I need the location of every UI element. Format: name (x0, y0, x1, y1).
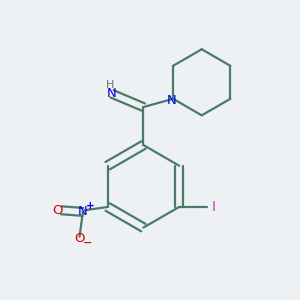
Text: +: + (86, 201, 94, 211)
Text: O: O (52, 204, 63, 217)
Text: H: H (106, 80, 115, 90)
Text: N: N (107, 87, 117, 101)
Text: O: O (74, 232, 85, 245)
Text: N: N (167, 94, 176, 107)
Text: −: − (83, 238, 92, 248)
Text: N: N (78, 206, 88, 218)
Text: I: I (211, 200, 215, 214)
